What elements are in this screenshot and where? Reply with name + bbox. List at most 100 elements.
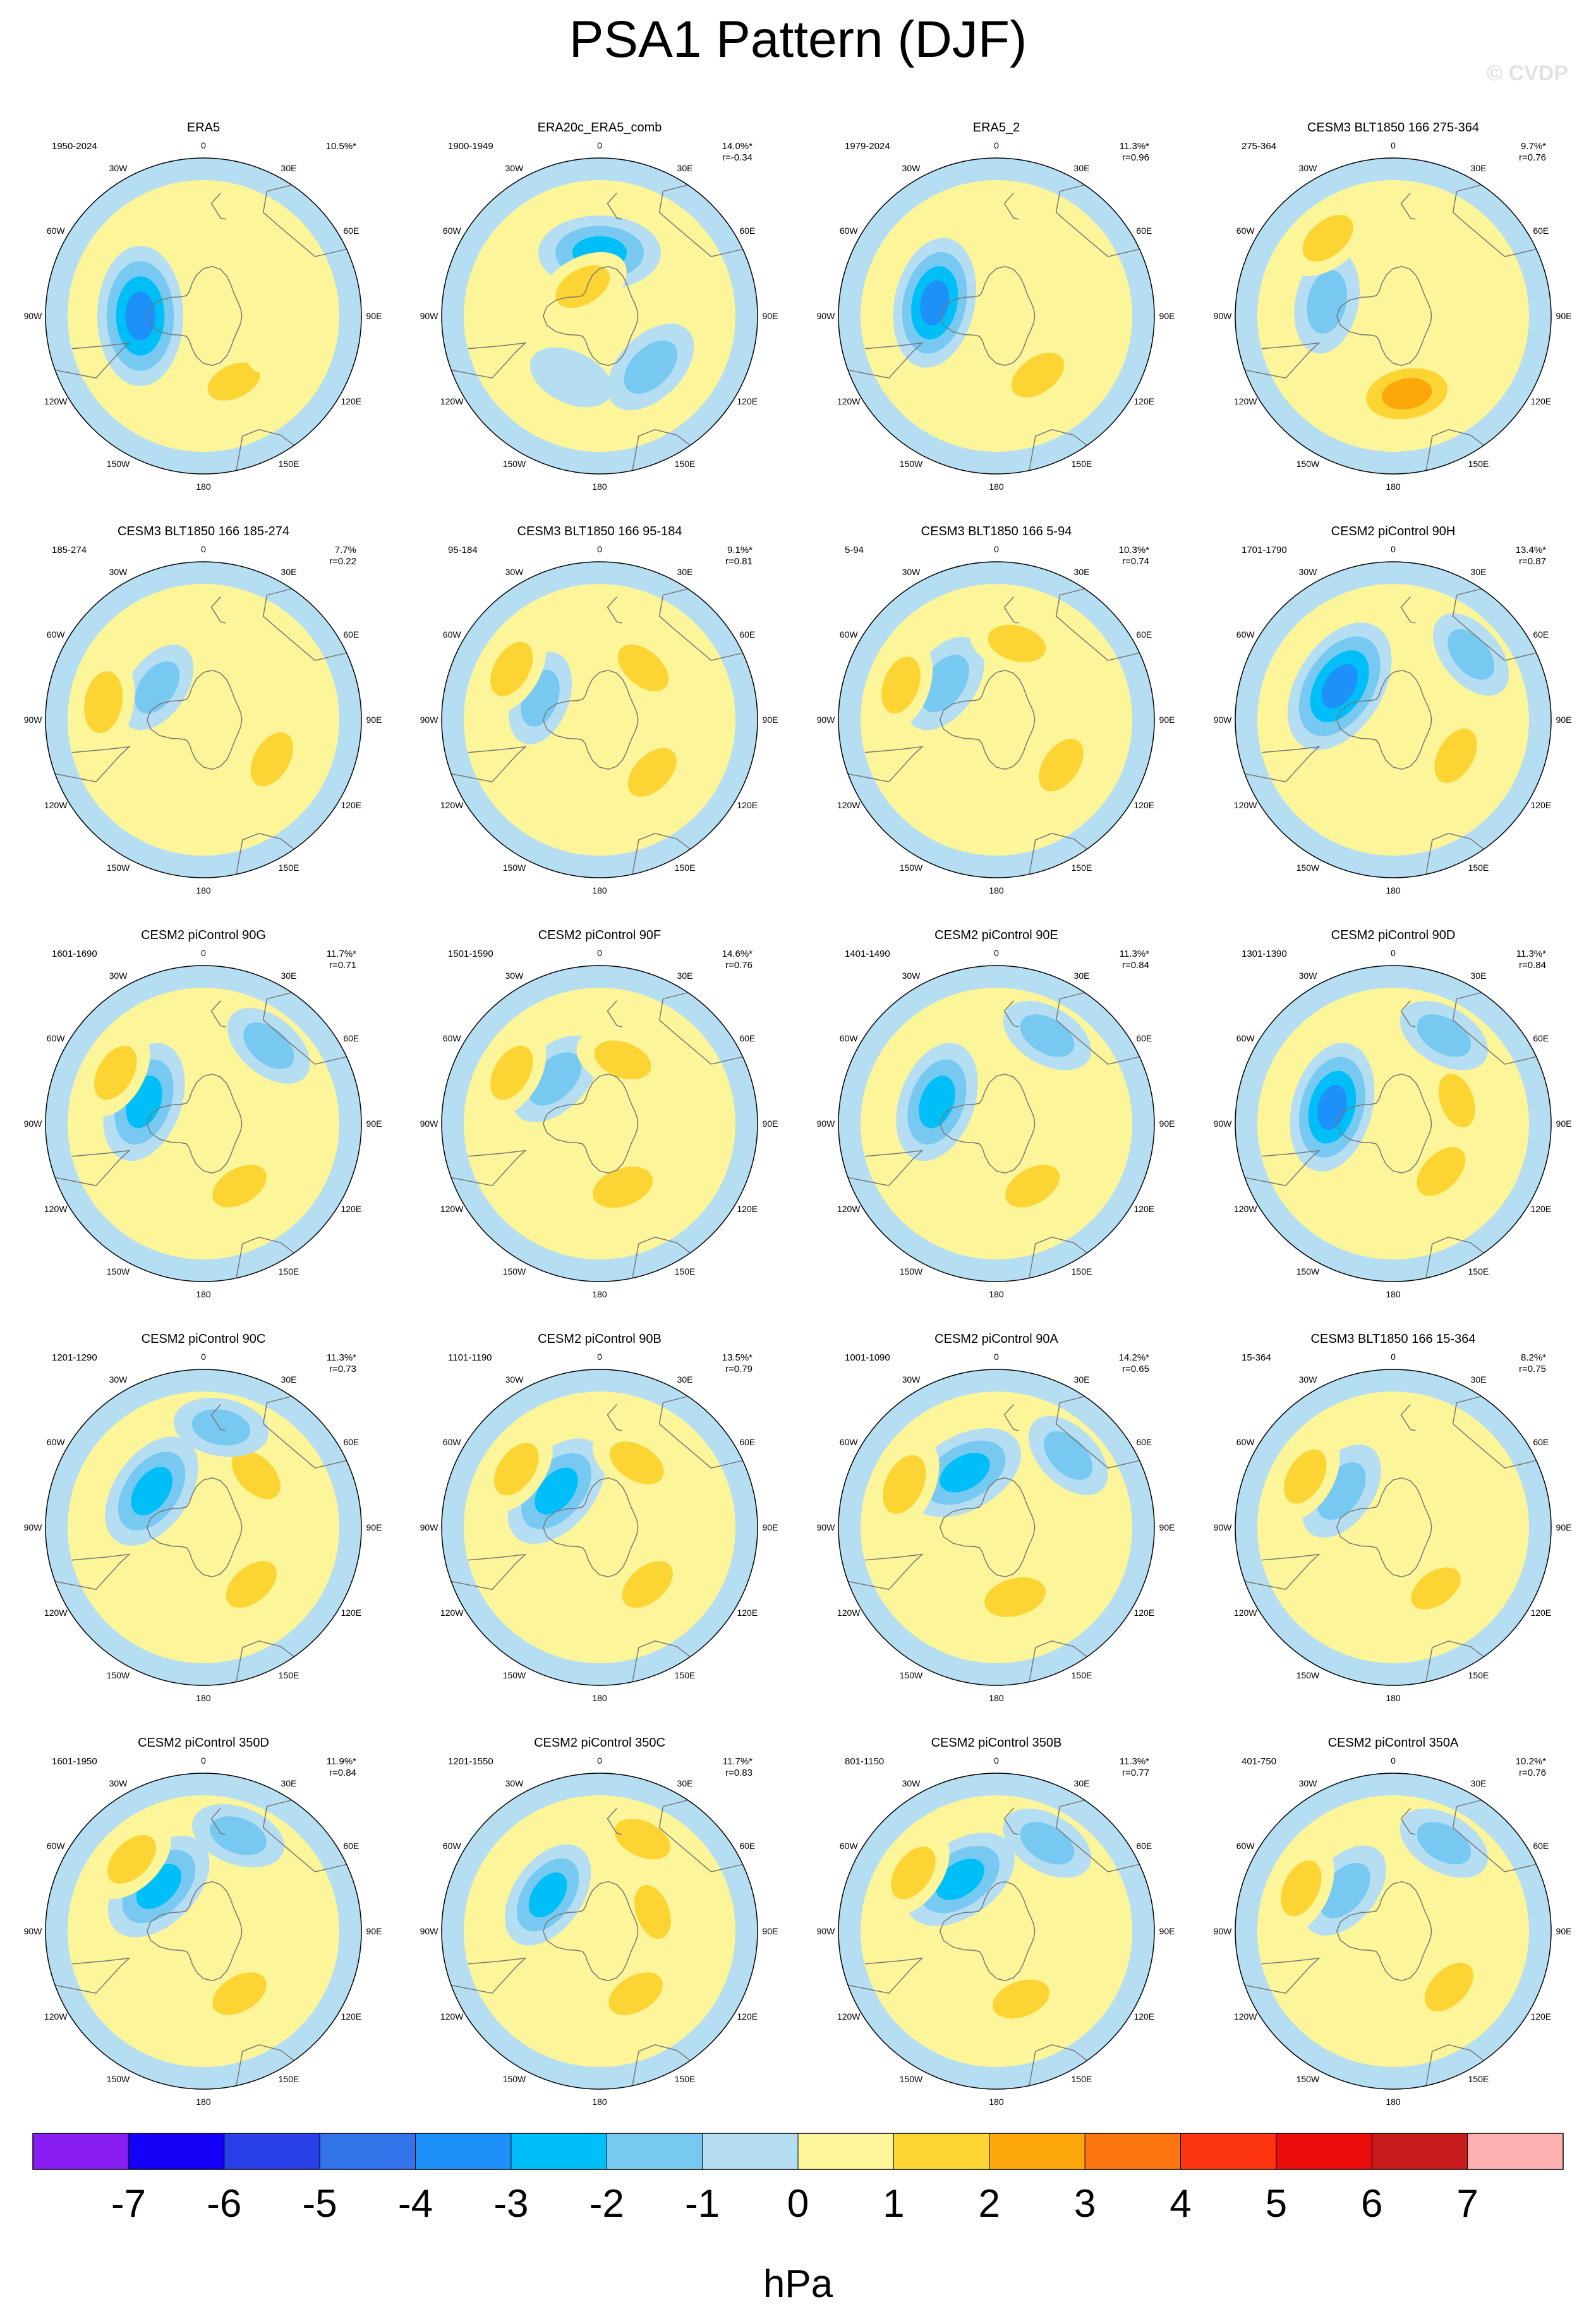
longitude-label: 0 bbox=[201, 948, 206, 958]
panel-title: ERA5 bbox=[187, 121, 220, 135]
anomaly-contour bbox=[617, 644, 669, 691]
anomaly-contour bbox=[610, 1441, 664, 1484]
figure-title: PSA1 Pattern (DJF) bbox=[569, 11, 1027, 68]
longitude-label: 150E bbox=[675, 863, 696, 873]
contour-field bbox=[1235, 562, 1551, 878]
africa-outline bbox=[1029, 1640, 1087, 1682]
panel-variance: 9.7%* bbox=[1521, 141, 1546, 152]
australia-outline bbox=[262, 991, 347, 1065]
longitude-label: 150W bbox=[1297, 1266, 1320, 1276]
panel-title: CESM2 piControl 350C bbox=[534, 1736, 665, 1750]
africa-outline bbox=[1029, 429, 1087, 471]
panel-period: 1601-1950 bbox=[52, 1756, 97, 1767]
map-border bbox=[441, 965, 758, 1282]
longitude-label: 150E bbox=[1468, 1266, 1489, 1276]
longitude-label: 150W bbox=[107, 863, 130, 873]
new-zealand-outline bbox=[1003, 1807, 1019, 1835]
longitude-label: 120E bbox=[341, 800, 361, 810]
longitude-label: 0 bbox=[994, 1755, 999, 1766]
longitude-label: 90E bbox=[763, 715, 778, 725]
panel-correlation: r=0.76 bbox=[1519, 152, 1546, 163]
panel-correlation: r=-0.34 bbox=[722, 152, 753, 163]
anomaly-contour bbox=[528, 1872, 567, 1918]
antarctica-outline bbox=[146, 1477, 243, 1578]
longitude-label: 60W bbox=[840, 226, 859, 236]
map-background bbox=[45, 1369, 361, 1685]
longitude-label: 120W bbox=[440, 800, 464, 810]
longitude-label: 60W bbox=[1236, 1437, 1255, 1447]
longitude-label: 120E bbox=[737, 396, 758, 406]
panel-period: 1101-1190 bbox=[448, 1352, 492, 1363]
map-border bbox=[1235, 1773, 1552, 2090]
longitude-label: 180 bbox=[196, 482, 211, 492]
longitude-label: 30E bbox=[677, 1374, 693, 1385]
africa-outline bbox=[632, 1640, 691, 1682]
panel-title: CESM2 piControl 350D bbox=[138, 1736, 269, 1750]
longitude-label: 150W bbox=[1297, 1670, 1320, 1680]
anomaly-contour bbox=[1005, 1165, 1060, 1208]
panel-variance: 11.3%* bbox=[1120, 949, 1149, 959]
australia-outline bbox=[658, 184, 743, 257]
longitude-label: 60W bbox=[47, 1437, 66, 1447]
longitude-label: 90E bbox=[1159, 1926, 1175, 1936]
anomaly-contour bbox=[1424, 1962, 1473, 2011]
panel-period: 1601-1690 bbox=[52, 949, 97, 959]
longitude-label: 90E bbox=[1159, 715, 1175, 725]
map-panel: 0 30E 60E 90E 120E 150E 180 150W 120W 90W 60W 30W CE… bbox=[24, 928, 382, 1299]
longitude-label: 30W bbox=[109, 163, 128, 173]
longitude-label: 30E bbox=[1471, 971, 1487, 981]
colorbar-tick-label: -4 bbox=[398, 2182, 433, 2226]
africa-outline bbox=[236, 429, 294, 471]
panel-title: CESM2 piControl 90E bbox=[934, 928, 1058, 942]
longitude-label: 150W bbox=[900, 1266, 923, 1276]
longitude-label: 0 bbox=[994, 948, 999, 958]
anomaly-contour bbox=[1281, 1860, 1322, 1917]
longitude-label: 90E bbox=[366, 715, 382, 725]
longitude-label: 180 bbox=[592, 885, 607, 895]
longitude-label: 30W bbox=[902, 163, 921, 173]
longitude-label: 60W bbox=[47, 1033, 66, 1043]
africa-outline bbox=[236, 1237, 294, 1278]
antarctica-outline bbox=[542, 1477, 639, 1578]
colorbar-tick-label: 6 bbox=[1361, 2182, 1382, 2226]
longitude-label: 120W bbox=[44, 1204, 68, 1214]
longitude-label: 150E bbox=[675, 1266, 696, 1276]
longitude-label: 120W bbox=[1234, 396, 1257, 406]
longitude-label: 60E bbox=[1533, 226, 1549, 236]
antarctica-outline bbox=[939, 1477, 1036, 1578]
longitude-label: 90E bbox=[1556, 715, 1572, 725]
anomaly-contour bbox=[984, 1577, 1046, 1617]
panel-period: 1979-2024 bbox=[845, 141, 890, 152]
longitude-label: 150W bbox=[900, 1670, 923, 1680]
longitude-label: 150W bbox=[900, 459, 923, 469]
longitude-label: 90E bbox=[1556, 1926, 1572, 1936]
panel-correlation: r=0.83 bbox=[725, 1767, 753, 1778]
longitude-label: 120E bbox=[341, 396, 361, 406]
colorbar-tick-label: 4 bbox=[1170, 2182, 1191, 2226]
colorbar-tick-label: -2 bbox=[589, 2182, 624, 2226]
cvdp-watermark: © CVDP bbox=[1487, 61, 1568, 85]
longitude-label: 60W bbox=[47, 1841, 66, 1851]
panel-correlation: r=0.71 bbox=[329, 960, 356, 971]
africa-outline bbox=[632, 1237, 691, 1278]
longitude-label: 90W bbox=[24, 311, 43, 321]
africa-outline bbox=[1425, 833, 1484, 875]
panel-variance: 11.3%* bbox=[1120, 141, 1149, 152]
south-america-outline bbox=[450, 1149, 527, 1187]
panel-correlation: r=0.76 bbox=[1519, 1767, 1546, 1778]
anomaly-contour bbox=[212, 1972, 267, 2015]
africa-outline bbox=[1425, 1640, 1484, 1682]
panel-variance: 14.6%* bbox=[722, 949, 753, 959]
longitude-label: 60E bbox=[343, 1437, 359, 1447]
panel-title: CESM3 BLT1850 166 5-94 bbox=[921, 524, 1072, 538]
map-border bbox=[45, 965, 362, 1282]
longitude-label: 30E bbox=[677, 567, 693, 577]
antarctica-outline bbox=[542, 669, 639, 770]
panel-variance: 10.3%* bbox=[1119, 545, 1150, 555]
longitude-label: 90W bbox=[1214, 1522, 1233, 1532]
anomaly-contour bbox=[1411, 1567, 1461, 1610]
longitude-label: 60E bbox=[739, 1033, 755, 1043]
map-border bbox=[45, 157, 362, 475]
panel-correlation: r=0.84 bbox=[1122, 960, 1149, 971]
map-background bbox=[45, 158, 361, 474]
